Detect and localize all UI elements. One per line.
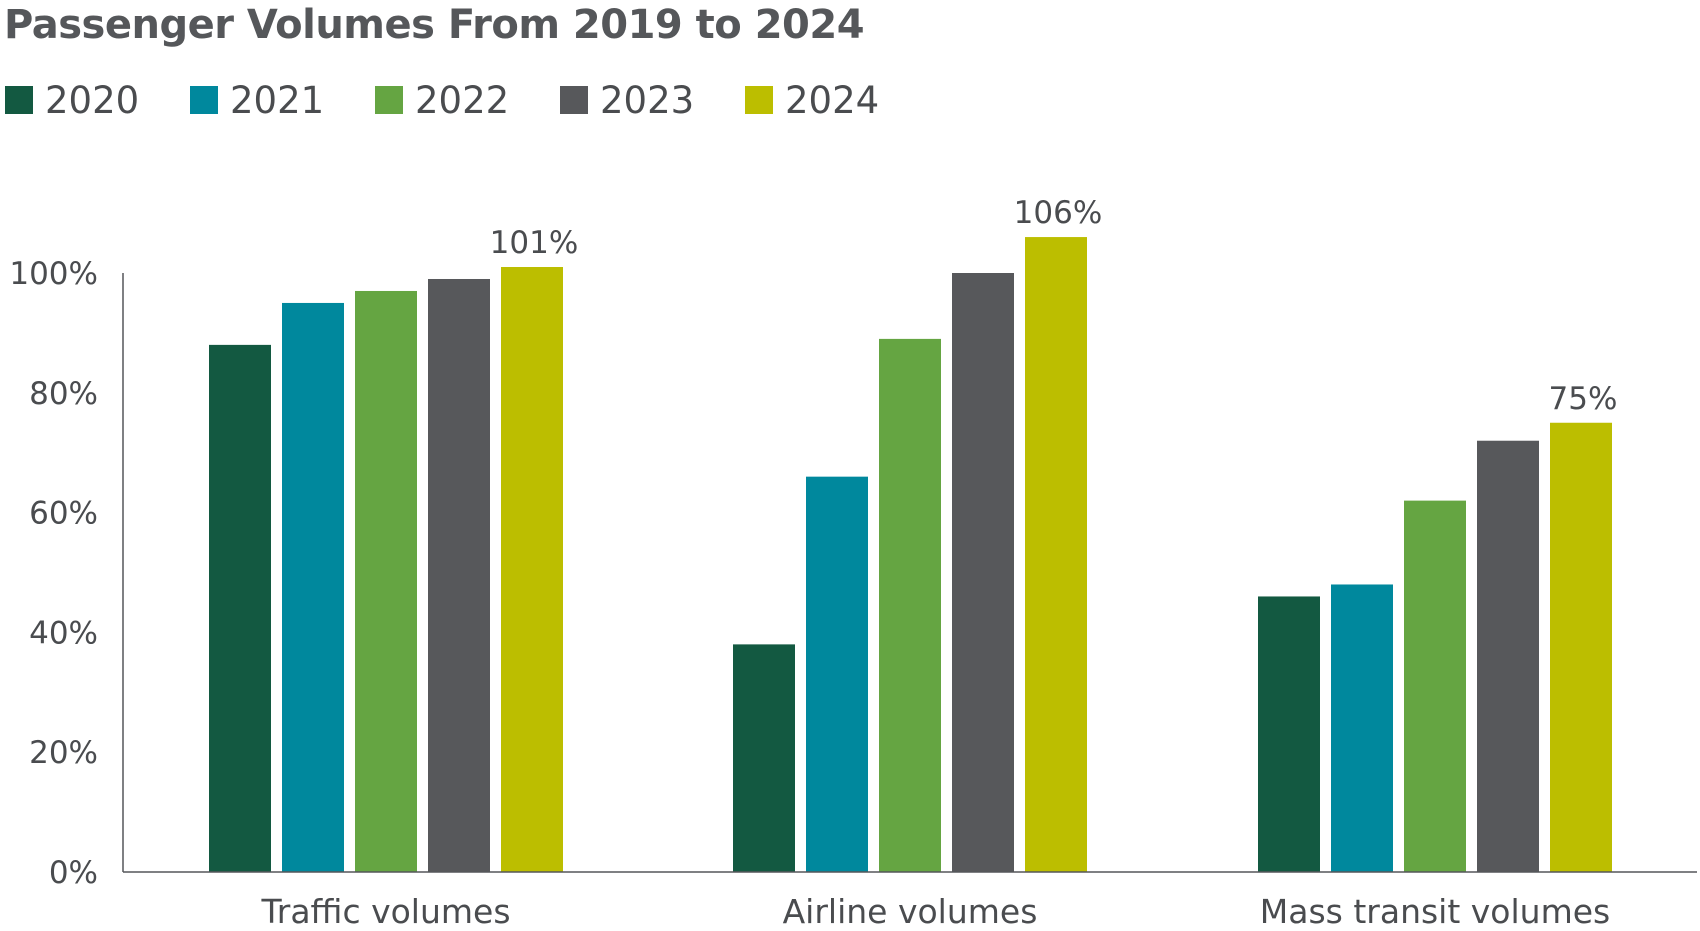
y-axis: 0% 20% 40% 60% 80% 100% [9, 256, 124, 891]
legend-swatch [745, 86, 773, 114]
legend-swatch [560, 86, 588, 114]
data-label: 101% [490, 225, 579, 261]
bar-2021-2 [1331, 584, 1393, 872]
y-tick-label: 60% [29, 496, 98, 532]
legend-swatch [5, 86, 33, 114]
bar-2020-0 [209, 344, 271, 872]
y-tick-label: 100% [9, 256, 98, 292]
x-category-label: Airline volumes [783, 892, 1038, 931]
data-label: 75% [1549, 381, 1618, 417]
x-category-label: Traffic volumes [260, 892, 510, 931]
y-tick-label: 0% [49, 855, 98, 891]
x-axis: Traffic volumes Airline volumes Mass trans… [123, 871, 1697, 931]
bars [209, 237, 1612, 873]
y-tick-label: 20% [29, 735, 98, 771]
bar-2024-0 [501, 267, 563, 872]
bar-2022-0 [355, 290, 417, 873]
legend-label: 2022 [415, 78, 510, 122]
legend-label: 2024 [785, 78, 880, 122]
bar-2022-1 [879, 338, 941, 872]
bar-2020-1 [733, 644, 795, 872]
legend-label: 2021 [230, 78, 325, 122]
bar-2020-2 [1258, 596, 1320, 872]
legend-label: 2023 [600, 78, 695, 122]
legend-label: 2020 [45, 78, 140, 122]
chart-title: Passenger Volumes From 2019 to 2024 [4, 2, 865, 48]
legend-swatch [375, 86, 403, 114]
bar-2024-2 [1550, 422, 1612, 872]
bar-2021-0 [282, 302, 344, 872]
data-label: 106% [1014, 195, 1103, 231]
bar-2022-2 [1404, 500, 1466, 872]
bar-2023-0 [428, 278, 490, 872]
legend-item-2024: 2024 [745, 78, 880, 122]
legend-item-2023: 2023 [560, 78, 695, 122]
bar-2023-1 [952, 273, 1014, 872]
bar-2023-2 [1477, 440, 1539, 872]
legend-item-2021: 2021 [190, 78, 325, 122]
legend-swatch [190, 86, 218, 114]
y-tick-label: 40% [29, 615, 98, 651]
x-category-label: Mass transit volumes [1260, 892, 1610, 931]
bar-2024-1 [1025, 237, 1087, 872]
data-labels: 101% 106% 75% [490, 195, 1618, 417]
bar-2021-1 [806, 476, 868, 872]
y-tick-label: 80% [29, 376, 98, 412]
legend-item-2022: 2022 [375, 78, 510, 122]
legend: 2020 2021 2022 2023 2024 [5, 78, 1005, 122]
legend-item-2020: 2020 [5, 78, 140, 122]
